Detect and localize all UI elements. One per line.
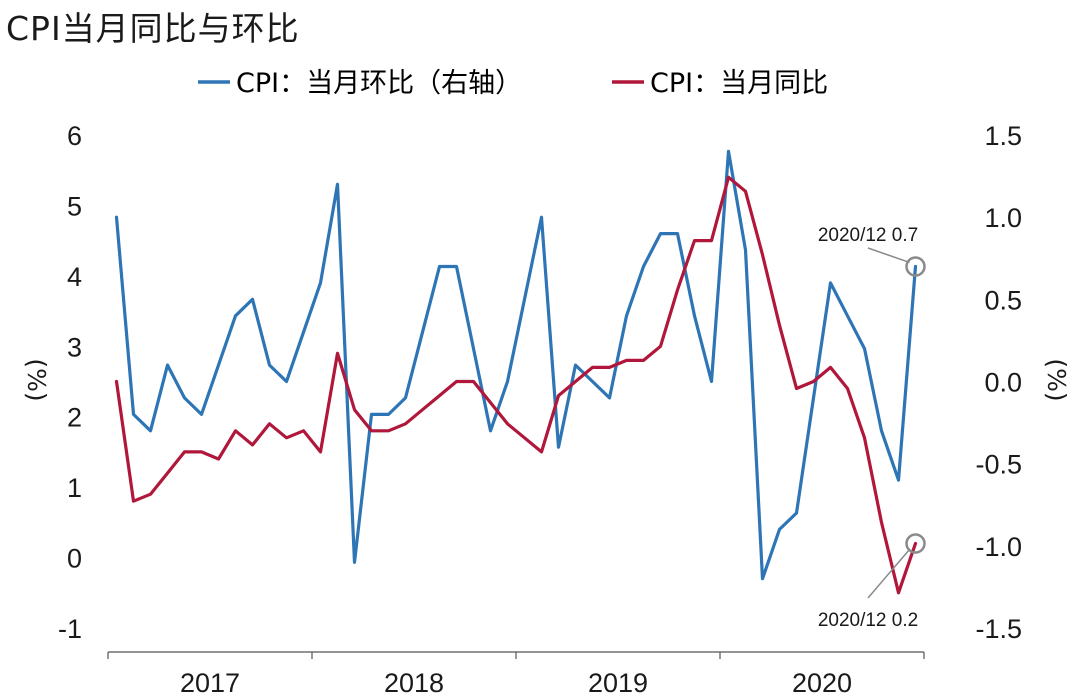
x-tick-label: 2018 [384,668,444,698]
y-left-axis: -1 0 1 2 3 4 5 6 [58,121,82,644]
legend-item-yoy[interactable]: CPI：当月同比 [612,68,828,99]
y-left-tick-label: 2 [67,403,82,433]
y-right-axis: -1.5 -1.0 -0.5 0.0 0.5 1.0 1.5 [975,121,1022,644]
legend-label-yoy: CPI：当月同比 [650,68,828,99]
annotation-label: 2020/12 0.7 [818,225,918,246]
y-left-tick-label: 1 [67,473,82,503]
y-right-tick-label: 0.0 [984,368,1022,398]
series-layer [114,149,918,595]
y-left-tick-label: 5 [67,191,82,221]
legend: CPI：当月环比（右轴） CPI：当月同比 [198,68,828,99]
series-line-yoy[interactable] [114,175,918,595]
series-line-mom[interactable] [114,149,918,581]
y-right-label: (%) [1042,358,1071,401]
annotation-leader [867,247,910,264]
x-axis: 2017 2018 2019 2020 [107,651,925,698]
x-tick-label: 2019 [588,668,648,698]
legend-item-mom[interactable]: CPI：当月环比（右轴） [198,68,522,99]
y-left-tick-label: 4 [67,262,82,292]
y-right-tick-label: 1.5 [984,121,1022,151]
legend-label-mom: CPI：当月环比（右轴） [236,68,522,99]
x-tick-label: 2020 [792,668,852,698]
y-left-tick-label: -1 [58,614,82,644]
y-right-tick-label: 1.0 [984,203,1022,233]
y-right-tick-label: -1.5 [975,614,1022,644]
chart-title: CPI当月同比与环比 [6,9,300,48]
annotation-leader [867,548,911,599]
y-right-tick-label: -0.5 [975,450,1022,480]
annotation-layer: 2020/12 0.7 2020/12 0.2 [818,225,926,631]
y-right-tick-label: 0.5 [984,285,1022,315]
annotation-label: 2020/12 0.2 [818,610,918,631]
annotation-marker [905,533,926,554]
x-tick-label: 2017 [180,668,240,698]
y-left-label: (%) [22,358,51,401]
y-left-tick-label: 3 [67,332,82,362]
y-left-tick-label: 0 [67,544,82,574]
y-left-tick-label: 6 [67,121,82,151]
annotation-marker [905,256,926,277]
y-right-tick-label: -1.0 [975,532,1022,562]
